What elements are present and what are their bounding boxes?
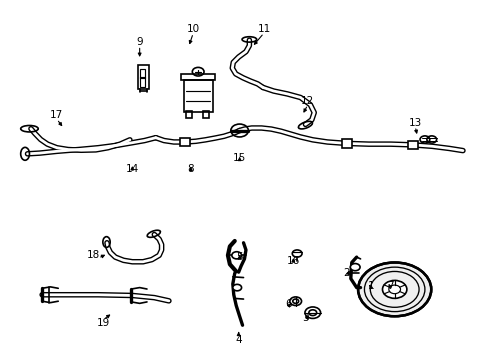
Text: 19: 19	[96, 319, 109, 328]
Text: 17: 17	[50, 111, 63, 121]
Circle shape	[349, 264, 359, 271]
Bar	[185, 111, 191, 118]
Text: 1: 1	[367, 281, 374, 291]
Text: 8: 8	[187, 164, 194, 174]
Bar	[181, 74, 215, 80]
Circle shape	[231, 252, 241, 259]
Bar	[140, 77, 145, 87]
Text: 12: 12	[301, 96, 314, 106]
Bar	[203, 111, 208, 118]
Text: 18: 18	[86, 250, 100, 260]
Text: 2: 2	[343, 268, 349, 278]
Text: 3: 3	[302, 313, 308, 323]
Bar	[140, 69, 145, 78]
Text: 5: 5	[236, 252, 243, 262]
Bar	[138, 65, 149, 89]
Text: 15: 15	[232, 153, 246, 163]
Text: 13: 13	[407, 118, 421, 128]
Text: 11: 11	[257, 24, 270, 35]
Circle shape	[232, 284, 241, 291]
Bar	[180, 138, 189, 146]
Text: 4: 4	[235, 334, 242, 345]
Text: 6: 6	[285, 299, 291, 309]
Text: 14: 14	[125, 164, 139, 174]
Text: 10: 10	[186, 24, 200, 35]
Bar	[341, 139, 351, 148]
Text: 9: 9	[136, 37, 142, 47]
Text: 7: 7	[386, 281, 393, 291]
Text: 16: 16	[286, 256, 299, 266]
Bar	[183, 80, 212, 112]
Circle shape	[382, 280, 406, 298]
Circle shape	[357, 262, 430, 316]
Bar	[407, 140, 417, 149]
